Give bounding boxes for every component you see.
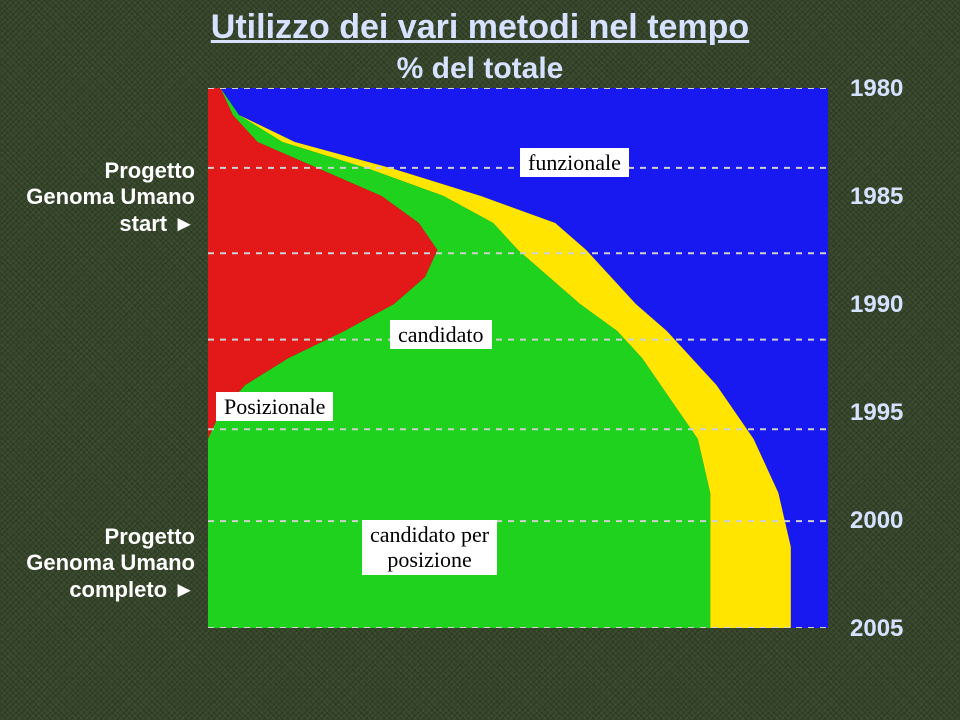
label-posizionale: Posizionale <box>216 392 333 421</box>
slide-subtitle: % del totale <box>0 52 960 86</box>
label-candidato-per-posizione: candidato per posizione <box>362 520 497 575</box>
year-label: 1990 <box>850 291 903 319</box>
slide-title: Utilizzo dei vari metodi nel tempo <box>0 8 960 47</box>
annotation-line: Progetto <box>0 158 195 184</box>
stacked-area-chart <box>208 88 828 628</box>
annotation-genoma-start: ProgettoGenoma Umanostart ► <box>0 158 195 237</box>
annotation-line: Progetto <box>0 524 195 550</box>
year-label: 2000 <box>850 507 903 535</box>
year-label: 1980 <box>850 75 903 103</box>
year-label: 2005 <box>850 615 903 643</box>
title-text: Utilizzo dei vari metodi nel tempo <box>211 8 749 46</box>
annotation-line: Genoma Umano <box>0 184 195 210</box>
annotation-genoma-completo: ProgettoGenoma Umanocompleto ► <box>0 524 195 603</box>
annotation-line: start ► <box>0 211 195 237</box>
annotation-line: Genoma Umano <box>0 550 195 576</box>
year-label: 1995 <box>850 399 903 427</box>
year-label: 1985 <box>850 183 903 211</box>
label-funzionale: funzionale <box>520 148 629 177</box>
label-candidato: candidato <box>390 320 492 349</box>
annotation-line: completo ► <box>0 577 195 603</box>
